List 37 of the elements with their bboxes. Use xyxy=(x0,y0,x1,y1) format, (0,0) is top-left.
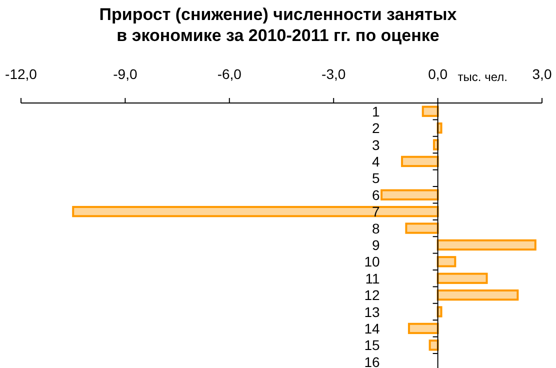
x-tick-label: -9,0 xyxy=(113,66,138,82)
bar xyxy=(408,322,439,334)
bar xyxy=(436,272,488,284)
x-tick-label: 3,0 xyxy=(532,66,552,82)
y-tick-label: 12 xyxy=(364,287,380,304)
x-tick-label: 0,0 xyxy=(428,66,448,82)
bar xyxy=(436,306,442,318)
bar xyxy=(422,106,439,117)
bar xyxy=(401,156,439,168)
bar xyxy=(428,340,439,351)
bar xyxy=(436,289,519,301)
y-tick-label: 3 xyxy=(372,136,380,153)
y-tick-label: 6 xyxy=(372,186,380,203)
x-tick-label: -6,0 xyxy=(217,66,242,82)
y-tick-label: 1 xyxy=(372,103,380,120)
y-tick-label: 15 xyxy=(364,337,380,354)
y-tick-label: 14 xyxy=(364,320,380,336)
bar xyxy=(436,239,536,251)
y-tick-label: 8 xyxy=(372,220,380,236)
bar xyxy=(432,139,439,150)
x-tick-label: -12,0 xyxy=(5,66,38,82)
y-tick-label: 16 xyxy=(364,354,380,368)
x-axis-title: тыс. чел. xyxy=(458,70,508,84)
bar xyxy=(380,189,439,200)
y-tick-label: 13 xyxy=(364,304,380,320)
y-tick-label: 7 xyxy=(372,204,380,220)
y-tick-label: 11 xyxy=(365,270,380,286)
chart-title: Прирост (снижение) численности занятых в экономике за 2010-2011 гг. по оценке xyxy=(99,5,458,45)
y-tick-label: 2 xyxy=(372,120,380,136)
x-tick-label: -3,0 xyxy=(322,66,346,82)
y-tick-label: 10 xyxy=(364,254,380,270)
bar xyxy=(436,256,456,268)
y-tick-label: 9 xyxy=(372,236,380,253)
y-tick-label: 5 xyxy=(372,170,380,186)
y-tick-label: 4 xyxy=(372,153,380,170)
bar xyxy=(405,222,439,234)
bar xyxy=(72,206,439,218)
